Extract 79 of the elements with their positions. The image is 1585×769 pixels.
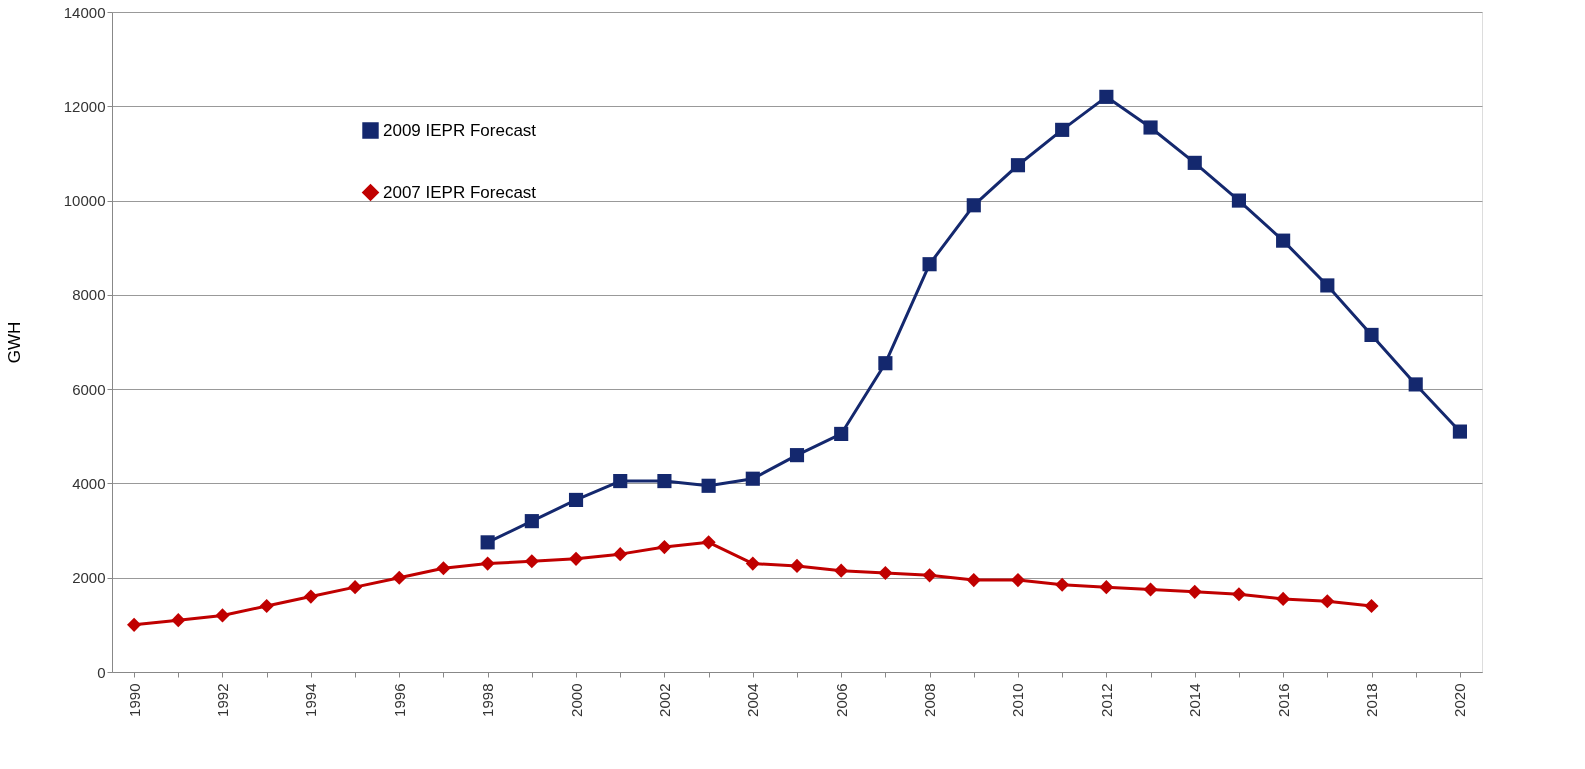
point bbox=[392, 570, 407, 585]
y-tick-label: 6000 bbox=[72, 380, 106, 398]
point bbox=[1320, 594, 1335, 609]
point bbox=[657, 474, 672, 489]
x-tick-label: 1992 bbox=[213, 683, 231, 717]
point bbox=[966, 198, 981, 213]
point bbox=[966, 573, 981, 588]
point bbox=[613, 547, 628, 562]
y-tick-label: 10000 bbox=[63, 192, 106, 210]
point bbox=[524, 554, 539, 569]
point bbox=[568, 551, 584, 566]
point bbox=[613, 474, 628, 489]
point bbox=[1187, 155, 1202, 170]
x-tick-label: 2020 bbox=[1451, 683, 1469, 717]
point bbox=[480, 556, 495, 571]
y-tick-label: 14000 bbox=[63, 3, 106, 21]
point bbox=[701, 535, 716, 550]
point bbox=[1010, 158, 1026, 173]
x-tick-label: 2000 bbox=[567, 683, 585, 717]
y-tick-label: 2000 bbox=[72, 569, 106, 587]
legend-label: 2007 IEPR Forecast bbox=[383, 182, 537, 202]
x-tick-label: 2010 bbox=[1009, 683, 1027, 717]
point bbox=[922, 257, 937, 272]
x-tick-label: 1998 bbox=[479, 683, 497, 717]
point bbox=[480, 535, 495, 550]
x-tick-label: 2016 bbox=[1274, 683, 1292, 717]
x-tick-label: 2006 bbox=[832, 683, 850, 717]
point bbox=[878, 356, 893, 371]
point bbox=[171, 613, 186, 628]
point bbox=[657, 540, 672, 555]
point bbox=[524, 514, 539, 529]
point bbox=[834, 426, 849, 441]
point bbox=[745, 556, 760, 571]
point bbox=[1364, 327, 1379, 342]
point bbox=[436, 561, 451, 576]
y-axis-title: GWH bbox=[4, 321, 24, 364]
point bbox=[127, 617, 142, 632]
point bbox=[259, 598, 274, 614]
y-tick-label: 4000 bbox=[72, 474, 106, 492]
point bbox=[922, 568, 937, 583]
point bbox=[1231, 193, 1247, 208]
x-tick-label: 1990 bbox=[125, 683, 143, 717]
x-tick-label: 2004 bbox=[744, 683, 762, 717]
point bbox=[789, 448, 805, 463]
point bbox=[1276, 233, 1291, 248]
point bbox=[789, 558, 805, 573]
point bbox=[347, 580, 363, 595]
point bbox=[1276, 591, 1291, 606]
x-tick-label: 2014 bbox=[1186, 683, 1204, 717]
point bbox=[1099, 89, 1114, 104]
point bbox=[1099, 580, 1114, 595]
point bbox=[834, 563, 849, 578]
x-tick-label: 1996 bbox=[390, 683, 408, 717]
y-tick-label: 12000 bbox=[63, 97, 106, 115]
y-tick-label: 8000 bbox=[72, 286, 106, 304]
x-tick-label: 2012 bbox=[1097, 683, 1115, 717]
point bbox=[878, 565, 893, 581]
x-tick-label: 1994 bbox=[302, 683, 320, 717]
point bbox=[303, 589, 318, 604]
point bbox=[1364, 598, 1379, 614]
y-tick-label: 0 bbox=[97, 663, 106, 681]
x-tick-label: 2002 bbox=[655, 683, 673, 717]
point bbox=[745, 471, 760, 486]
point bbox=[215, 608, 230, 623]
point bbox=[701, 478, 716, 493]
x-tick-label: 2018 bbox=[1363, 683, 1381, 717]
point bbox=[1408, 377, 1423, 392]
point bbox=[1143, 582, 1158, 597]
point bbox=[1452, 424, 1467, 439]
point bbox=[568, 492, 584, 507]
point bbox=[1010, 573, 1026, 588]
point bbox=[1055, 122, 1070, 137]
point bbox=[1187, 584, 1202, 599]
point bbox=[1320, 278, 1335, 293]
legend-label: 2009 IEPR Forecast bbox=[383, 120, 537, 140]
x-tick-label: 2008 bbox=[921, 683, 939, 717]
point bbox=[1055, 577, 1070, 592]
point bbox=[1231, 587, 1247, 602]
point bbox=[1143, 120, 1158, 135]
